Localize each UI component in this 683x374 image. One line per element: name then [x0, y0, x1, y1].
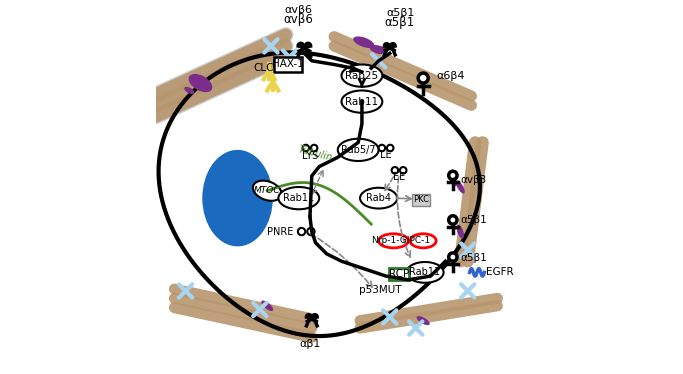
Circle shape [391, 167, 398, 174]
Ellipse shape [262, 300, 273, 311]
Ellipse shape [456, 224, 464, 239]
Ellipse shape [184, 87, 195, 94]
Text: HAX-1: HAX-1 [272, 59, 304, 70]
Ellipse shape [342, 64, 382, 87]
Text: EE: EE [393, 172, 405, 181]
Text: Tubulin: Tubulin [297, 144, 334, 163]
FancyBboxPatch shape [274, 58, 302, 71]
Circle shape [298, 228, 305, 235]
Ellipse shape [456, 180, 464, 194]
Text: EGFR: EGFR [486, 267, 514, 278]
FancyBboxPatch shape [412, 194, 430, 206]
Text: Rab25: Rab25 [346, 71, 378, 81]
Text: Rab5/7: Rab5/7 [341, 145, 376, 155]
Text: α6β4: α6β4 [436, 71, 464, 82]
Ellipse shape [410, 234, 436, 248]
Circle shape [449, 216, 457, 224]
Ellipse shape [417, 316, 430, 325]
Ellipse shape [202, 150, 273, 246]
Text: PNRE: PNRE [267, 227, 293, 236]
Ellipse shape [378, 234, 408, 248]
Circle shape [303, 145, 309, 151]
Ellipse shape [449, 173, 458, 186]
Ellipse shape [406, 262, 443, 283]
Ellipse shape [338, 139, 378, 161]
Text: α5β1: α5β1 [385, 16, 415, 29]
Text: αvβ6: αvβ6 [284, 12, 313, 25]
Ellipse shape [360, 188, 398, 209]
Circle shape [311, 145, 318, 151]
Text: PKC: PKC [413, 195, 429, 204]
Ellipse shape [353, 36, 374, 48]
Circle shape [400, 167, 406, 174]
Text: Rab4: Rab4 [366, 193, 391, 203]
Text: αvβ3: αvβ3 [460, 175, 486, 185]
Circle shape [449, 171, 457, 180]
Text: LYS: LYS [302, 151, 318, 161]
Ellipse shape [370, 45, 388, 54]
Text: αβ1: αβ1 [299, 338, 320, 349]
Text: Rab11: Rab11 [283, 193, 314, 203]
Ellipse shape [253, 181, 281, 201]
Circle shape [307, 228, 315, 235]
Text: αvβ6: αvβ6 [285, 4, 313, 15]
Text: Rab11: Rab11 [346, 96, 378, 107]
Circle shape [449, 253, 457, 261]
Text: α5β1: α5β1 [460, 215, 487, 226]
Text: LE: LE [380, 150, 392, 160]
Ellipse shape [279, 187, 319, 209]
FancyBboxPatch shape [389, 268, 409, 280]
Circle shape [418, 73, 428, 83]
Text: MTOC: MTOC [254, 186, 281, 195]
Text: CLC: CLC [253, 63, 274, 73]
Text: p53MUT: p53MUT [359, 285, 402, 295]
Ellipse shape [342, 91, 382, 113]
Text: RCP: RCP [389, 269, 409, 279]
Circle shape [378, 145, 385, 151]
Circle shape [387, 145, 393, 151]
Ellipse shape [189, 74, 212, 92]
Text: α5β1: α5β1 [460, 252, 487, 263]
Text: Nrp-1-GIPC-1: Nrp-1-GIPC-1 [372, 236, 430, 245]
Text: Rab11: Rab11 [410, 267, 441, 278]
Text: α5β1: α5β1 [387, 8, 415, 18]
